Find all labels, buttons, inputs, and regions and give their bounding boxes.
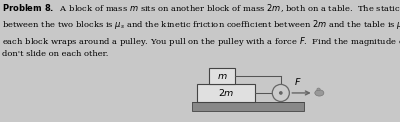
Text: $F$: $F$	[294, 76, 302, 87]
Ellipse shape	[315, 90, 324, 96]
Bar	[192, 102, 304, 111]
Text: $m$: $m$	[216, 72, 227, 81]
Ellipse shape	[317, 88, 320, 91]
Bar	[197, 84, 255, 102]
Circle shape	[272, 84, 289, 102]
Bar	[209, 68, 235, 84]
Circle shape	[280, 92, 282, 94]
Text: $2m$: $2m$	[218, 87, 234, 98]
Text: $\mathbf{Problem\ 8.}$  A block of mass $m$ sits on another block of mass $2m$, : $\mathbf{Problem\ 8.}$ A block of mass $…	[2, 2, 400, 58]
